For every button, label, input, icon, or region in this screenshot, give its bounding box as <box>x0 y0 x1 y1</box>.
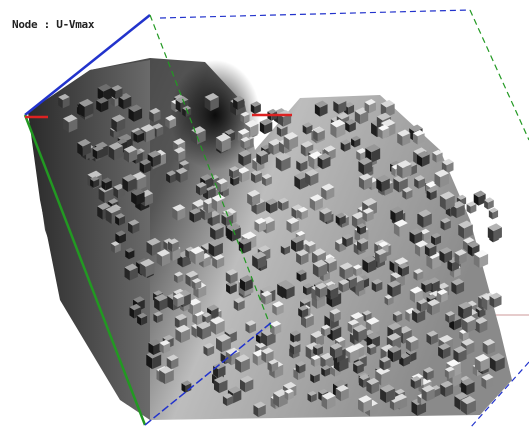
node-label: Node : U-Vmax <box>12 18 94 31</box>
box-edge <box>160 10 470 18</box>
viewport: Node : U-Vmax <box>0 0 529 430</box>
box-edge <box>470 10 529 140</box>
voxel-scene <box>0 0 529 430</box>
